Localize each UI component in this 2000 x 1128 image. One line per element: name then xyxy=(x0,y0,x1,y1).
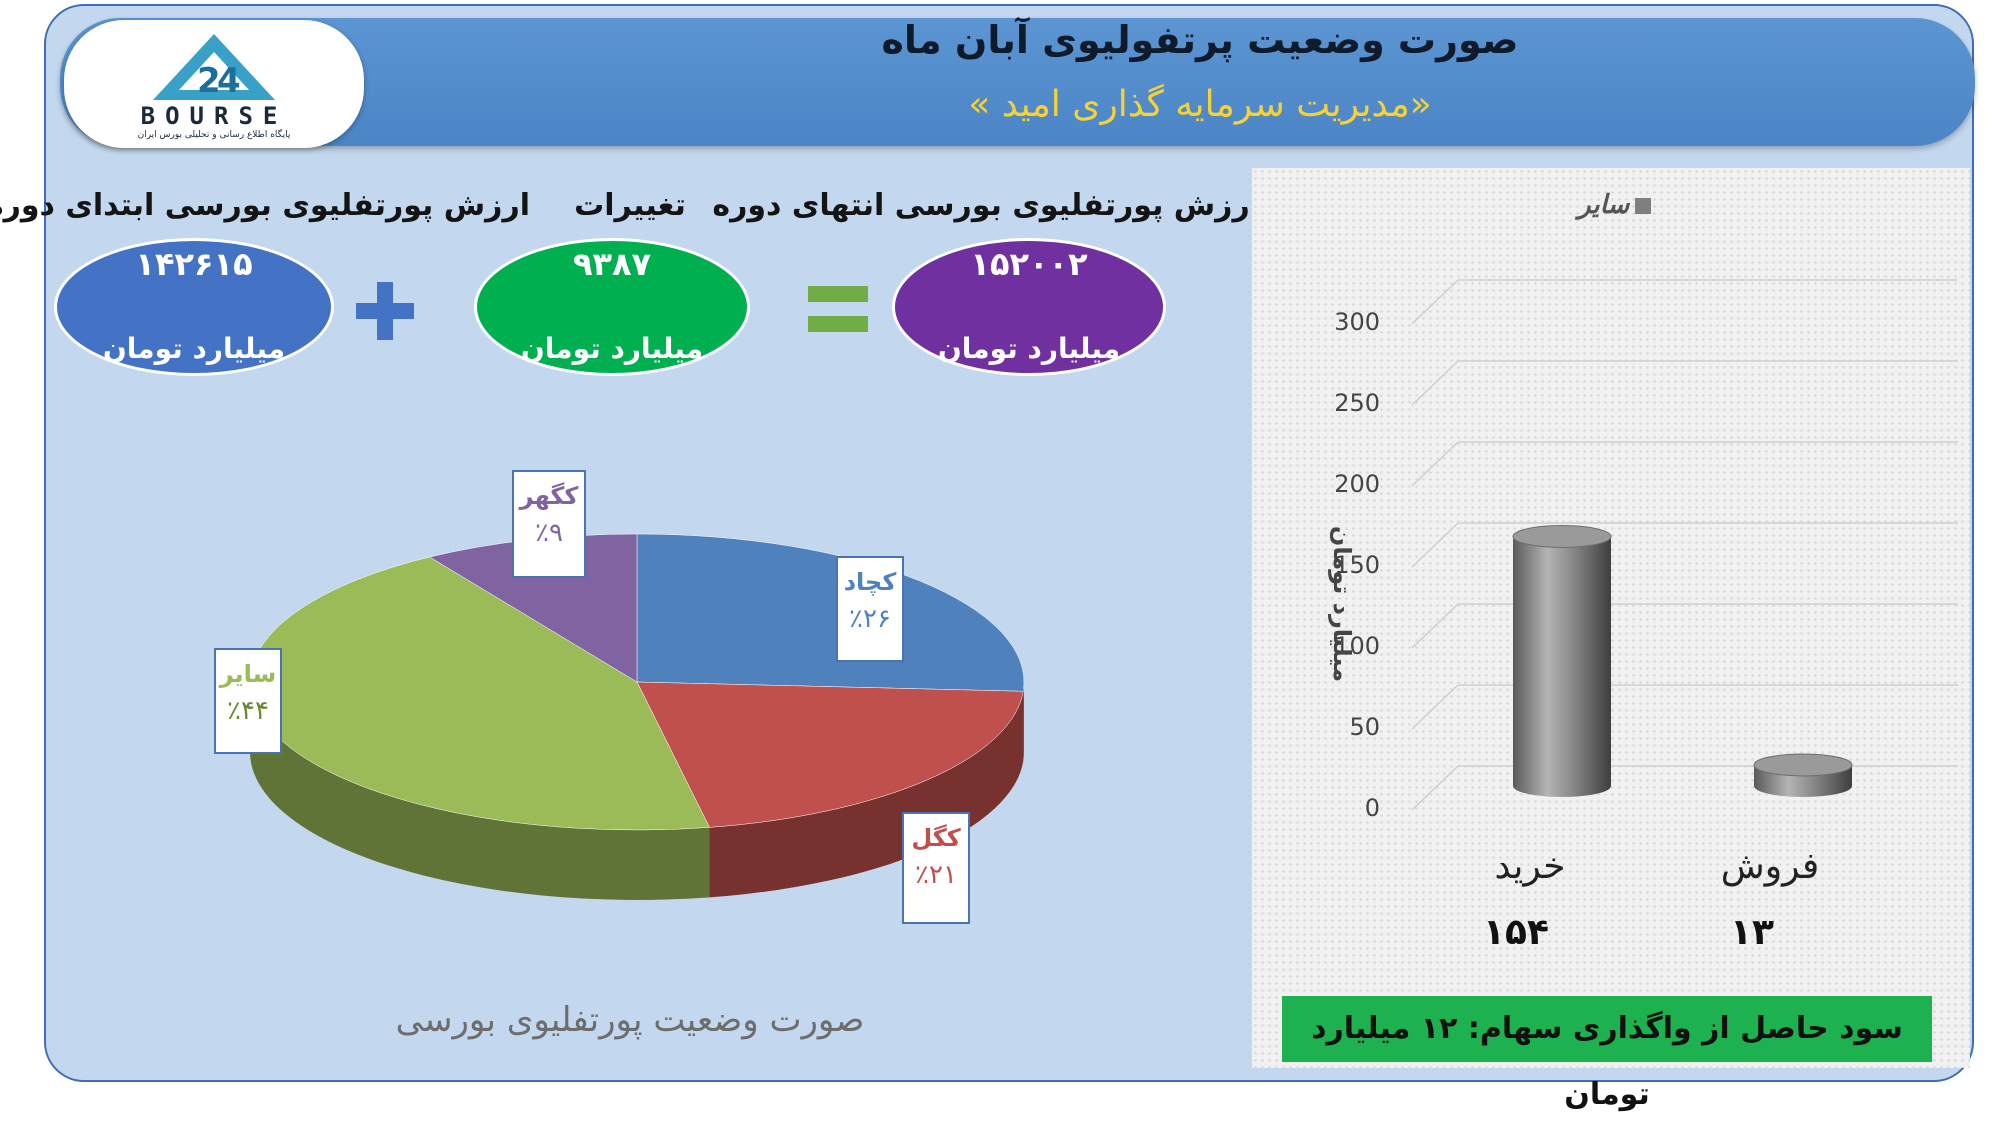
page-subtitle: «مدیریت سرمایه گذاری امید » xyxy=(968,84,1432,125)
bar-value-kharid: ۱۵۴ xyxy=(1483,912,1549,953)
pie-slice-kachad xyxy=(636,533,1025,692)
end-value-label: ارزش پورتفلیوی بورسی انتهای دوره xyxy=(712,188,1260,223)
bar-grid-diagonal xyxy=(1411,522,1459,568)
bar-y-axis-label: میلیارد تومان xyxy=(1328,525,1356,683)
pie-label-kagol-name: کگل xyxy=(911,824,961,852)
bar-grid-diagonal xyxy=(1411,360,1459,406)
pie-label-kachad: کچاد ٪۲۶ xyxy=(836,556,904,662)
start-value-oval: ۱۴۲۶۱۵ میلیارد تومان xyxy=(54,238,334,376)
pie-chart xyxy=(249,533,1025,901)
logo: 2 4 BOURSE پایگاه اطلاع رسانی و تحلیلی ب… xyxy=(64,20,364,148)
change-value-oval: ۹۳۸۷ میلیارد تومان xyxy=(474,238,750,376)
pie-label-kagol: کگل ٪۲۱ xyxy=(902,812,970,924)
bar-y-tick-label: 0 xyxy=(1364,794,1380,822)
header-band xyxy=(60,18,1975,146)
bar-y-tick-label: 200 xyxy=(1334,470,1380,498)
profit-banner: سود حاصل از واگذاری سهام: ۱۲ میلیارد توم… xyxy=(1282,996,1932,1112)
start-value: ۱۴۲۶۱۵ xyxy=(135,245,253,283)
bar-grid-diagonal xyxy=(1411,441,1459,487)
bar-grid-diagonal xyxy=(1411,603,1459,649)
end-value-oval: ۱۵۲۰۰۲ میلیارد تومان xyxy=(892,238,1166,376)
start-value-unit: میلیارد تومان xyxy=(102,332,286,365)
plus-icon xyxy=(356,282,414,340)
pie-label-kachad-name: کچاد xyxy=(843,568,897,596)
bar-cylinder-top-1 xyxy=(1753,753,1853,777)
change-label: تغییرات xyxy=(574,188,686,223)
bar-chart xyxy=(1411,279,1958,811)
logo-mark-icon: 2 4 xyxy=(153,34,275,101)
pie-caption: صورت وضعیت پورتفلیوی بورسی xyxy=(395,1000,865,1040)
svg-text:2: 2 xyxy=(197,61,221,101)
pie-wall-kagol xyxy=(709,691,1024,898)
change-value: ۹۳۸۷ xyxy=(572,245,652,283)
pie-label-sayer: سایر ٪۴۴ xyxy=(214,648,282,754)
pie-label-kachad-pct: ٪۲۶ xyxy=(849,604,891,634)
pie-label-kagohar-name: کگهر xyxy=(519,482,579,510)
bar-category-kharid: خرید xyxy=(1494,846,1566,887)
infographic-page: 2 4 BOURSE پایگاه اطلاع رسانی و تحلیلی ب… xyxy=(0,4,1975,1112)
pie-label-kagol-pct: ٪۲۱ xyxy=(915,860,957,890)
pie-wall-sayer xyxy=(250,682,710,901)
pie-wall-kachad xyxy=(1023,682,1024,762)
bar-grid-diagonal xyxy=(1411,279,1459,325)
bar-y-tick-label: 150 xyxy=(1334,551,1380,579)
bar-grid-diagonal xyxy=(1411,765,1459,811)
change-value-unit: میلیارد تومان xyxy=(520,332,704,365)
svg-text:4: 4 xyxy=(217,61,241,101)
legend-swatch-icon xyxy=(1635,197,1652,214)
bar-grid-diagonal xyxy=(1411,684,1459,730)
bar-y-tick-label: 300 xyxy=(1334,308,1380,336)
bar-y-tick-label: 50 xyxy=(1349,713,1380,741)
start-value-label: ارزش پورتفلیوی بورسی ابتدای دوره xyxy=(0,188,530,223)
bar-value-foroosh: ۱۳ xyxy=(1730,912,1774,953)
equals-icon xyxy=(808,286,868,332)
logo-wordmark: BOURSE xyxy=(140,102,288,130)
end-value: ۱۵۲۰۰۲ xyxy=(970,245,1088,283)
bar-legend-label: سایر xyxy=(1578,190,1630,220)
logo-tagline: پایگاه اطلاع رسانی و تحلیلی بورس ایران xyxy=(137,130,291,140)
bar-y-tick-label: 250 xyxy=(1334,389,1380,417)
bar-cylinder-top-0 xyxy=(1512,525,1612,549)
page-title: صورت وضعیت پرتفولیوی آبان ماه xyxy=(881,18,1519,62)
bar-y-tick-label: 100 xyxy=(1334,632,1380,660)
pie-label-sayer-pct: ٪۴۴ xyxy=(227,696,269,726)
bar-legend: سایر xyxy=(1578,190,1652,220)
pie-slice-kagol xyxy=(636,681,1024,828)
pie-label-kagohar-pct: ٪۹ xyxy=(535,518,563,548)
end-value-unit: میلیارد تومان xyxy=(937,332,1121,365)
pie-label-kagohar: کگهر ٪۹ xyxy=(512,470,586,578)
bar-category-foroosh: فروش xyxy=(1720,846,1820,887)
bar-cylinder-0 xyxy=(1513,536,1611,797)
pie-label-sayer-name: سایر xyxy=(219,660,277,688)
